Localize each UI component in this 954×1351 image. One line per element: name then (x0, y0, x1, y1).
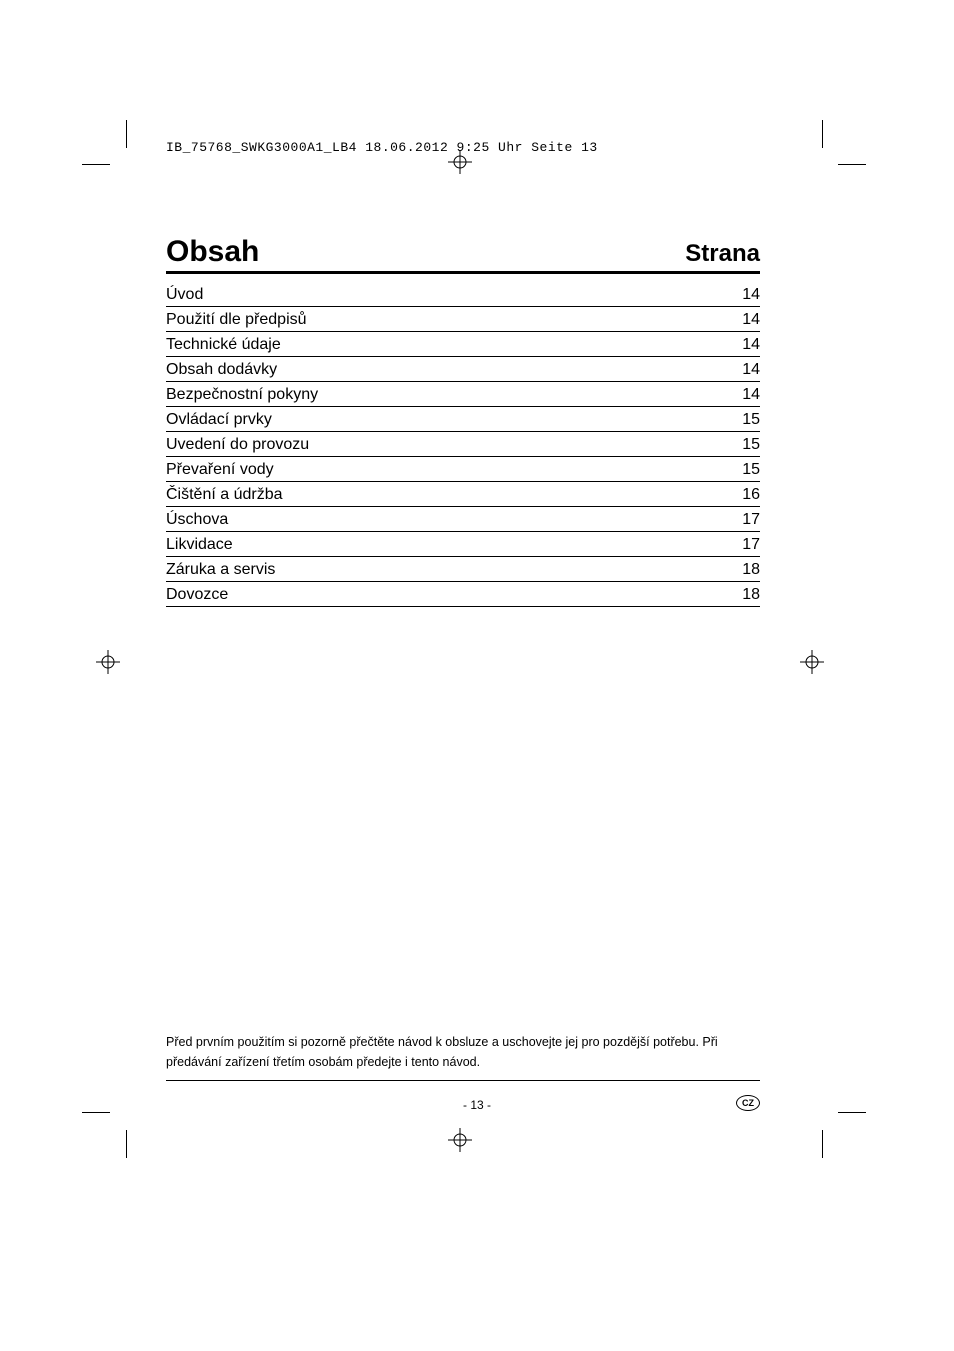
toc-row-page: 15 (742, 436, 760, 454)
toc-row: Uvedení do provozu 15 (166, 432, 760, 457)
toc-row: Úschova 17 (166, 507, 760, 532)
toc-row-page: 17 (742, 511, 760, 529)
toc-list: Úvod14Použití dle předpisů14Technické úd… (166, 282, 760, 607)
footnote-text: Před prvním použitím si pozorně přečtěte… (166, 1032, 760, 1081)
toc-row-page: 14 (742, 286, 760, 304)
language-badge: CZ (736, 1095, 760, 1111)
toc-title: Obsah (166, 235, 259, 269)
crop-mark (82, 1112, 110, 1113)
toc-row-label: Bezpečnostní pokyny (166, 386, 318, 404)
crop-mark (822, 120, 823, 148)
toc-page-col-title: Strana (685, 240, 760, 268)
toc-row-label: Čištění a údržba (166, 486, 283, 504)
toc-header: Obsah Strana (166, 235, 760, 274)
toc-row-label: Převaření vody (166, 461, 274, 479)
crop-mark (838, 164, 866, 165)
toc-row: Použití dle předpisů 14 (166, 307, 760, 332)
toc-row-page: 15 (742, 411, 760, 429)
page-content: IB_75768_SWKG3000A1_LB4 18.06.2012 9:25 … (166, 140, 760, 607)
toc-row-page: 15 (742, 461, 760, 479)
toc-row-label: Použití dle předpisů (166, 311, 307, 329)
toc-row-label: Dovozce (166, 586, 228, 604)
toc-row-label: Obsah dodávky (166, 361, 277, 379)
crop-mark (126, 1130, 127, 1158)
toc-row-label: Technické údaje (166, 336, 281, 354)
registration-mark-icon (448, 150, 472, 174)
registration-mark-icon (800, 650, 824, 674)
toc-row-page: 14 (742, 311, 760, 329)
toc-row-label: Ovládací prvky (166, 411, 272, 429)
toc-row: Čištění a údržba 16 (166, 482, 760, 507)
toc-row: Dovozce 18 (166, 582, 760, 607)
toc-row: Technické údaje 14 (166, 332, 760, 357)
toc-row-page: 18 (742, 586, 760, 604)
crop-mark (126, 120, 127, 148)
toc-row: Záruka a servis 18 (166, 557, 760, 582)
toc-row: Bezpečnostní pokyny 14 (166, 382, 760, 407)
registration-mark-icon (96, 650, 120, 674)
registration-mark-icon (448, 1128, 472, 1152)
toc-row-label: Úschova (166, 511, 228, 529)
toc-row: Úvod 14 (166, 282, 760, 307)
toc-row: Ovládací prvky 15 (166, 407, 760, 432)
toc-row: Obsah dodávky 14 (166, 357, 760, 382)
toc-row: Převaření vody 15 (166, 457, 760, 482)
toc-row-page: 14 (742, 336, 760, 354)
toc-row-label: Uvedení do provozu (166, 436, 309, 454)
crop-mark (822, 1130, 823, 1158)
crop-mark (838, 1112, 866, 1113)
toc-row-label: Úvod (166, 286, 203, 304)
toc-row-page: 14 (742, 361, 760, 379)
toc-row-page: 18 (742, 561, 760, 579)
toc-row-page: 14 (742, 386, 760, 404)
toc-row: Likvidace 17 (166, 532, 760, 557)
toc-row-label: Záruka a servis (166, 561, 275, 579)
crop-mark (82, 164, 110, 165)
toc-row-page: 17 (742, 536, 760, 554)
toc-row-label: Likvidace (166, 536, 233, 554)
toc-row-page: 16 (742, 486, 760, 504)
page-number: - 13 - (0, 1098, 954, 1112)
